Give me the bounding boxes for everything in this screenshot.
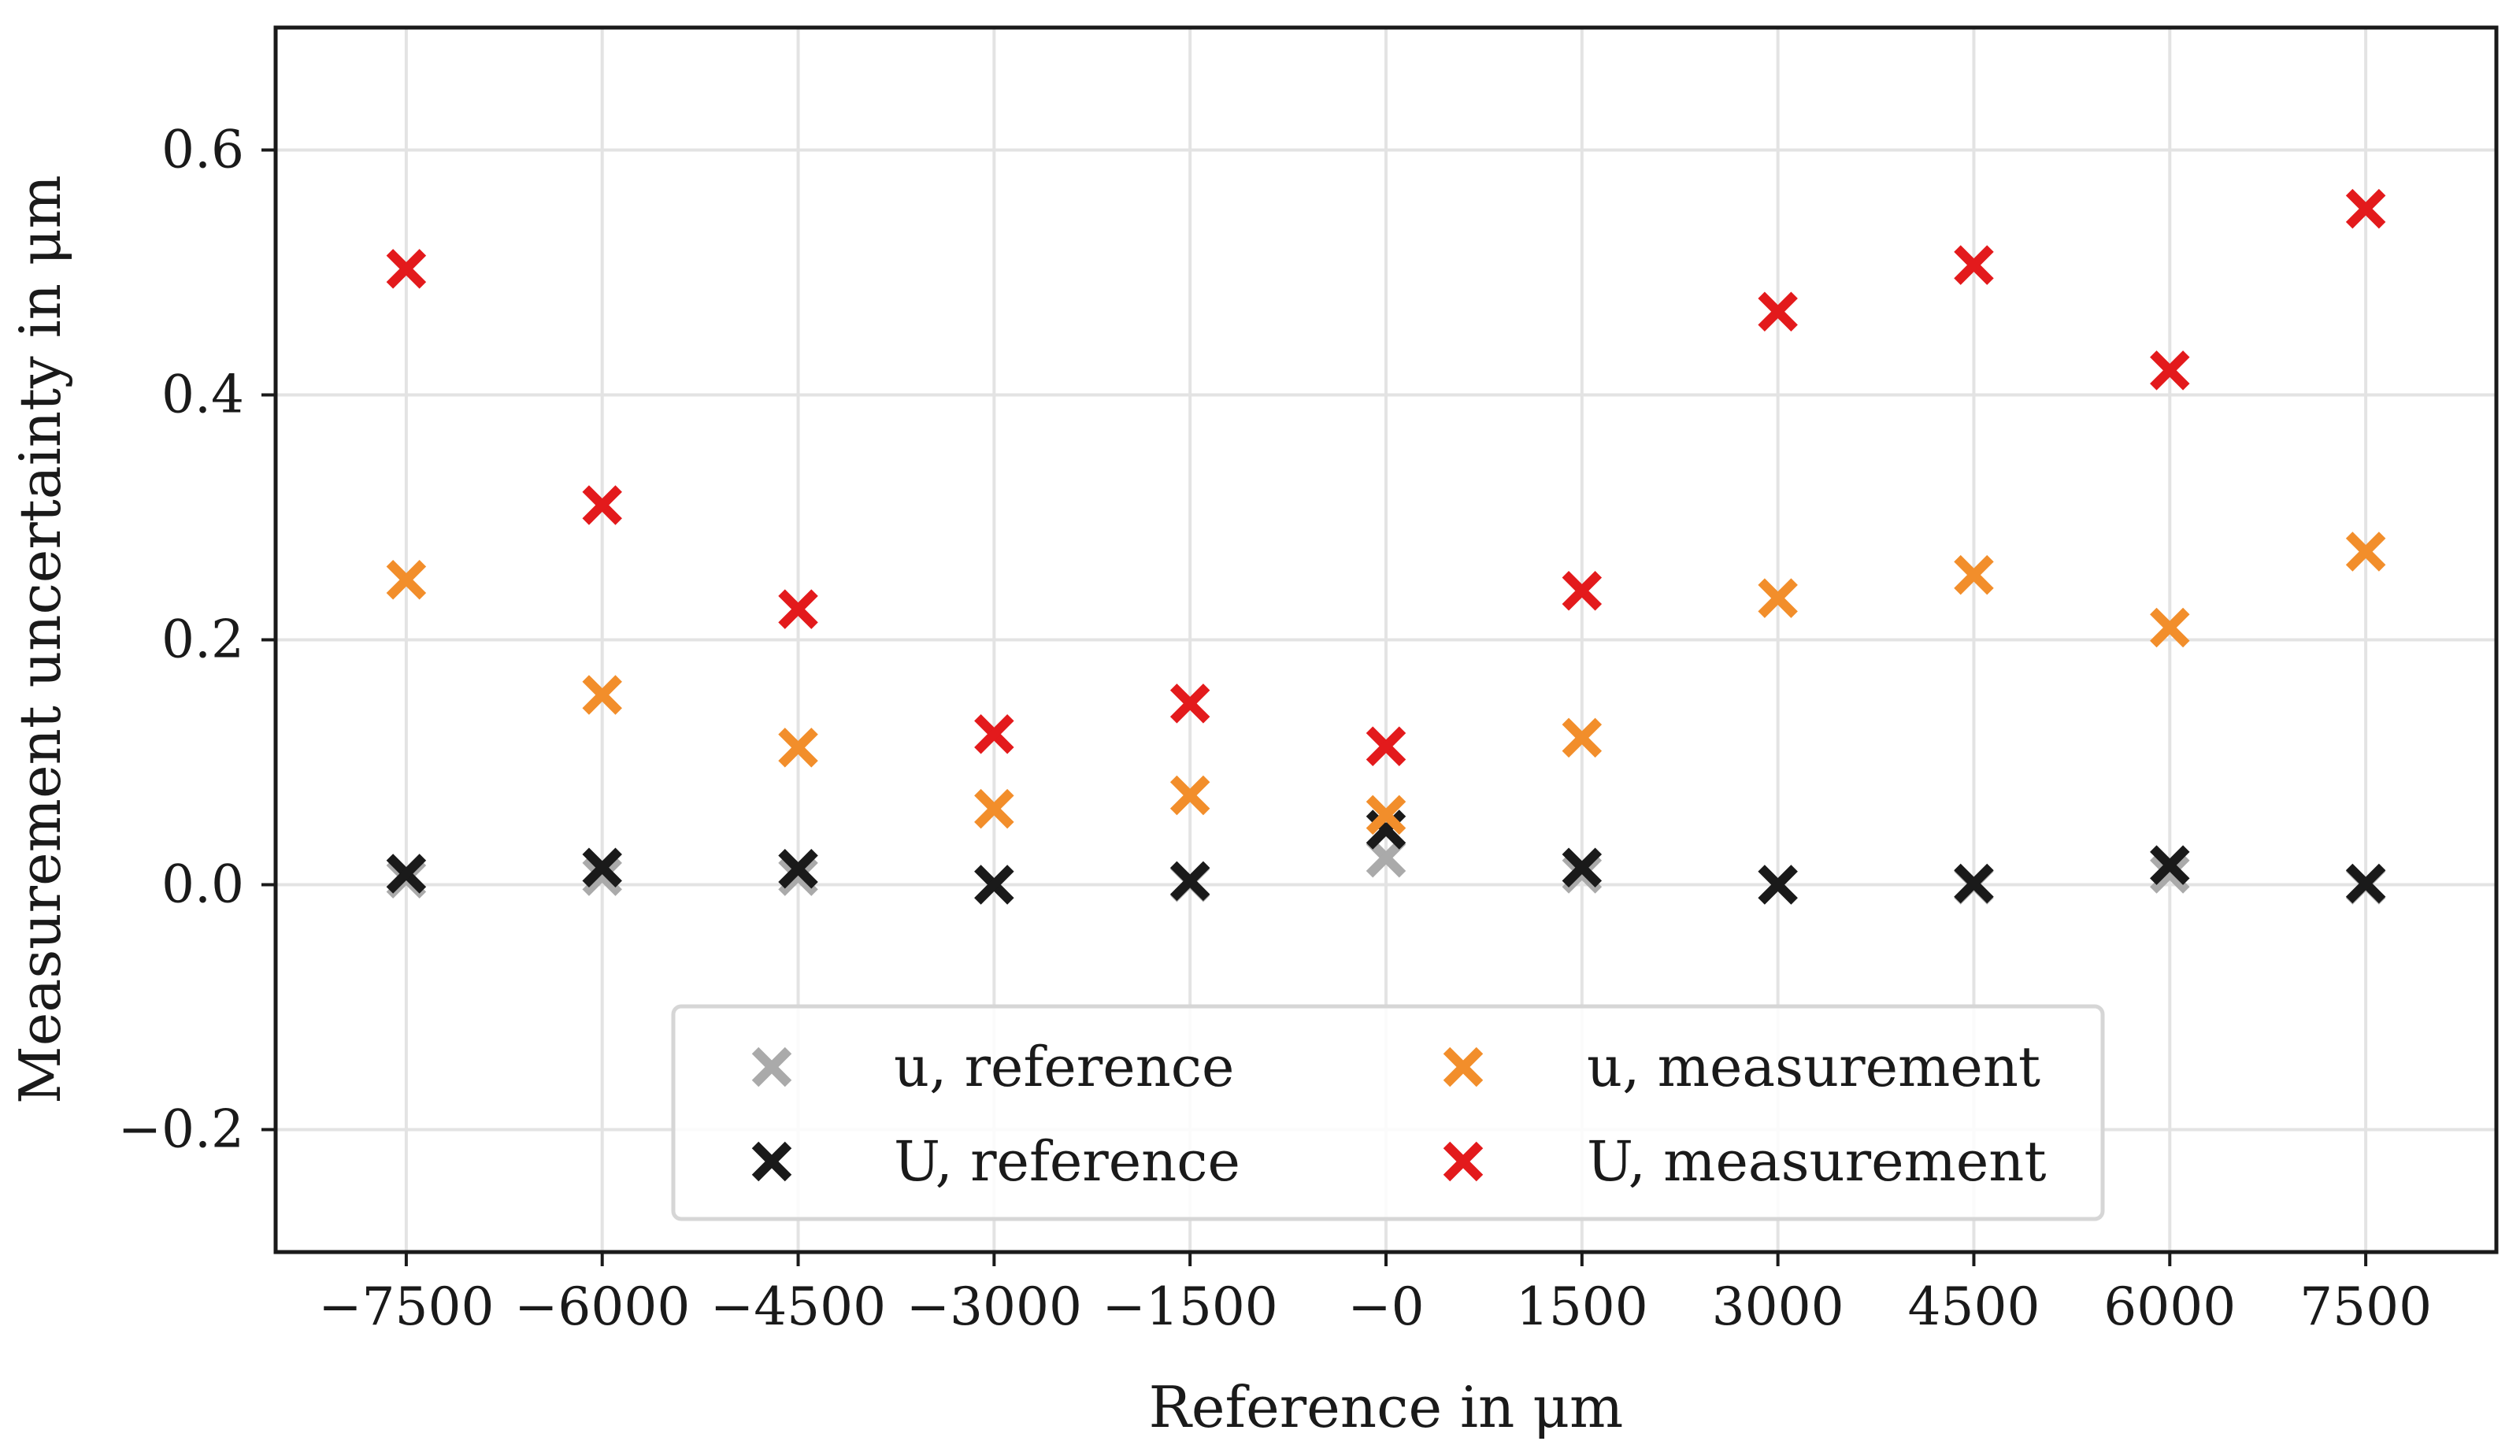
data-point-u-measurement	[582, 485, 622, 525]
marks-layer	[386, 188, 2386, 905]
y-tick-label: 0.4	[161, 365, 244, 425]
x-tick-label: −1500	[1102, 1276, 1278, 1337]
data-point-u-measurement	[1169, 684, 1210, 724]
data-point-u-measurement	[1758, 291, 1798, 332]
data-point-u-reference	[778, 849, 818, 889]
x-tick-label: −0	[1347, 1276, 1424, 1337]
x-tick-label: 1500	[1516, 1276, 1648, 1337]
data-point-u-measurement	[1954, 245, 1994, 285]
data-point-u-measurement	[1954, 554, 1994, 595]
legend-label: u, reference	[894, 1035, 1234, 1099]
x-axis-label: Reference in μm	[1149, 1374, 1624, 1440]
x-tick-label: −6000	[514, 1276, 690, 1337]
data-point-u-measurement	[1562, 717, 1603, 758]
legend-marker	[751, 1141, 792, 1182]
data-point-u-measurement	[1169, 775, 1210, 816]
grid-layer	[276, 28, 2496, 1252]
data-point-u-reference	[1954, 863, 1994, 904]
data-point-u-measurement	[974, 788, 1014, 829]
data-point-u-reference	[582, 856, 622, 896]
data-point-u-measurement	[2150, 607, 2190, 648]
data-point-u-measurement	[1366, 726, 1406, 767]
x-tick-label: −3000	[906, 1276, 1082, 1337]
legend: u, reference U, reference u, measurement U,…	[671, 1004, 2105, 1221]
data-point-u-measurement	[2150, 350, 2190, 391]
y-tick-label: 0.2	[161, 609, 244, 670]
x-tick-label: −7500	[318, 1276, 494, 1337]
data-point-u-measurement	[778, 728, 818, 768]
data-point-u-measurement	[582, 675, 622, 715]
data-point-u-measurement	[386, 560, 427, 600]
data-point-u-reference	[1758, 865, 1798, 905]
data-point-u-reference	[2345, 863, 2386, 904]
x-tick-label: −4500	[710, 1276, 886, 1337]
legend-box	[671, 1004, 2105, 1221]
x-tick-label: 4500	[1907, 1276, 2040, 1337]
data-point-u-measurement	[386, 249, 427, 289]
legend-marker	[751, 1047, 792, 1087]
y-tick-label: −0.2	[118, 1099, 244, 1160]
legend-marker	[1443, 1047, 1484, 1087]
x-tick-label: 7500	[2300, 1276, 2432, 1337]
y-tick-label: 0.0	[161, 854, 244, 915]
data-point-u-reference	[1169, 861, 1210, 902]
data-point-u-measurement	[2345, 188, 2386, 229]
data-point-u-reference	[386, 854, 427, 894]
data-point-u-measurement	[1562, 571, 1603, 611]
ticks-layer: −7500 −6000 −4500 −3000 −1500 −0 1500 3000 4500 6…	[118, 120, 2432, 1338]
data-point-u-measurement	[1366, 795, 1406, 835]
data-point-u-reference	[1366, 810, 1406, 850]
data-point-u-reference	[778, 856, 818, 896]
data-point-u-reference	[1562, 847, 1603, 887]
data-point-u-measurement	[778, 589, 818, 629]
y-tick-label: 0.6	[161, 120, 244, 180]
data-point-u-measurement	[1758, 578, 1798, 618]
data-point-u-measurement	[974, 713, 1014, 754]
data-point-u-measurement	[2345, 532, 2386, 572]
legend-label: u, measurement	[1587, 1035, 2040, 1099]
legend-marker	[1443, 1141, 1484, 1182]
y-axis-label: Measurement uncertainty in μm	[7, 175, 73, 1104]
x-tick-label: 6000	[2103, 1276, 2236, 1337]
legend-label: U, reference	[894, 1129, 1240, 1194]
x-tick-label: 3000	[1712, 1276, 1844, 1337]
data-point-u-reference	[582, 847, 622, 887]
legend-label: U, measurement	[1587, 1129, 2047, 1194]
data-point-u-reference	[2150, 845, 2190, 885]
data-point-u-reference	[974, 865, 1014, 905]
data-point-u-reference	[2150, 854, 2190, 894]
